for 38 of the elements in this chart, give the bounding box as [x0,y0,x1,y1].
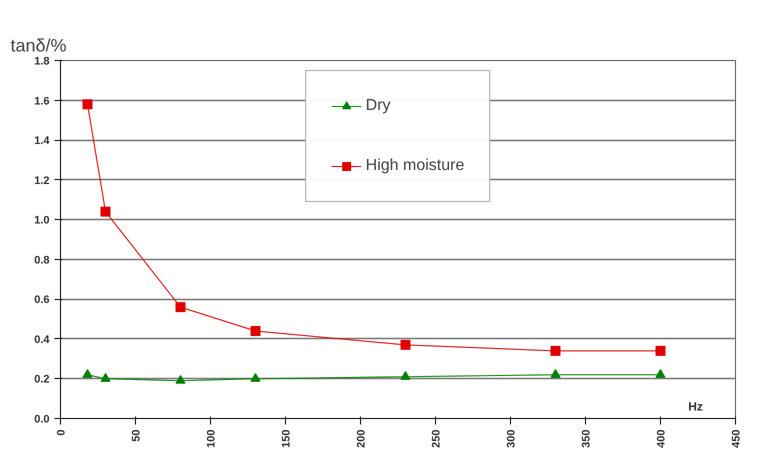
x-tick-label: 250 [430,429,442,448]
point [250,326,260,336]
y-axis-title: tanδ/% [10,36,67,56]
y-tick-label: 0.2 [34,374,50,386]
x-tick-label: 150 [280,429,292,448]
x-tick-label: 400 [656,429,668,448]
y-tick-label: 0.8 [34,254,50,266]
y-tick-label: 0.0 [34,414,50,426]
y-tick-label: 1.0 [34,214,50,227]
x-tick-label: 300 [506,429,518,448]
x-tick-label: 100 [206,429,218,448]
y-tick-label: 1.6 [34,95,50,108]
point [250,373,260,382]
point [82,99,92,110]
y-tick-label: 0.6 [34,294,50,306]
point [400,340,410,350]
legend-label: High moisture [366,157,464,175]
point [176,302,186,312]
y-tick-label: 1.8 [34,56,50,68]
x-tick-label: 350 [580,429,592,448]
point [656,369,666,378]
y-tick-label: 0.4 [34,334,50,346]
x-axis-title: Hz [688,400,703,414]
point [176,375,186,384]
point [550,369,560,378]
y-tick-label: 1.2 [34,174,50,187]
x-tick-label: 200 [356,429,368,448]
legend-label: Dry [366,97,391,115]
x-tick-label: 450 [730,429,742,448]
point [100,373,110,382]
x-tick-label: 50 [130,429,142,442]
point [550,346,560,356]
point [100,206,110,217]
x-tick-label: 0 [56,429,68,436]
point [656,346,666,356]
y-tick-label: 1.4 [34,135,50,148]
point [400,371,410,380]
point [82,369,92,378]
